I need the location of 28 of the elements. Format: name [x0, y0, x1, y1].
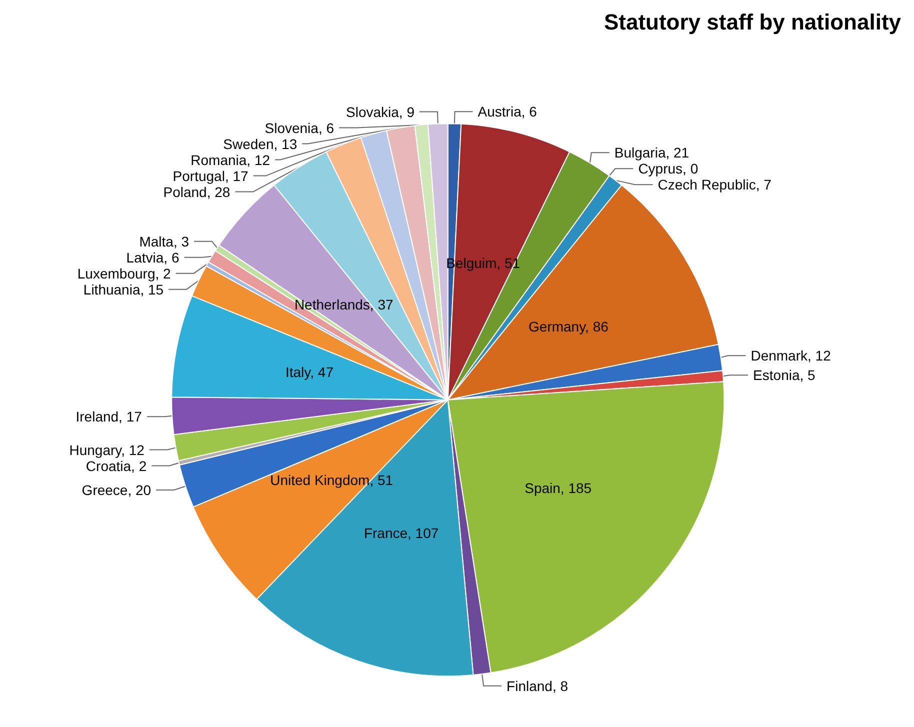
- slice-label: Latvia, 6: [126, 249, 180, 266]
- slice-label: Italy, 47: [285, 364, 334, 380]
- slice-label: Germany, 86: [528, 318, 609, 335]
- slice-label: Malta, 3: [139, 233, 190, 250]
- slice-label: Poland, 28: [163, 184, 230, 200]
- slice-label: Slovenia, 6: [264, 120, 334, 136]
- slice-label: Estonia, 5: [753, 367, 816, 384]
- slice-label: Czech Republic, 7: [658, 176, 772, 193]
- slice-label: Romania, 12: [190, 152, 270, 168]
- legend-label: Cyprus, 0: [638, 160, 698, 177]
- slice-label: Slovakia, 9: [346, 104, 415, 120]
- slice-label: Finland, 8: [506, 678, 568, 694]
- slice-label: Lithuania, 15: [83, 281, 164, 298]
- slice-label: Luxembourg, 2: [77, 265, 172, 282]
- slice-label: Croatia, 2: [86, 458, 147, 474]
- slice-label: Greece, 20: [82, 482, 152, 498]
- slice-label: Portugal, 17: [172, 168, 249, 184]
- slice-label: Sweden, 13: [223, 136, 298, 152]
- chart-title: Statutory staff by nationality: [604, 10, 902, 34]
- slice-label: Ireland, 17: [76, 408, 142, 425]
- slice-label: Netherlands, 37: [294, 296, 394, 312]
- slice-label: Spain, 185: [524, 480, 592, 496]
- slice-label: Bulgaria, 21: [614, 144, 690, 161]
- slice-label: United Kingdom, 51: [270, 472, 394, 488]
- slice-label: Hungary, 12: [69, 442, 145, 458]
- slice-label: Denmark, 12: [750, 348, 832, 364]
- slice-label: France, 107: [364, 525, 439, 542]
- slice-label: Austria, 6: [478, 104, 538, 120]
